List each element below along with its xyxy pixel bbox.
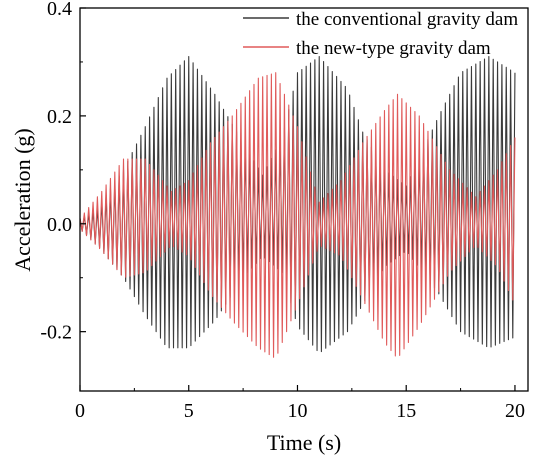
y-tick-label: 0.4	[47, 0, 72, 20]
plot-frame	[79, 7, 529, 392]
x-tick-label: 0	[75, 400, 85, 422]
y-axis-title: Acceleration (g)	[10, 128, 35, 272]
ticks-layer	[79, 7, 516, 391]
series-line-new-type	[79, 72, 516, 358]
x-tick-label: 10	[287, 400, 307, 422]
y-tick-label: 0.0	[47, 214, 72, 236]
legend-label-conventional: the conventional gravity dam	[296, 9, 518, 30]
y-tick-label: 0.2	[47, 106, 72, 128]
series-layer	[79, 56, 516, 358]
x-tick-label: 15	[396, 400, 416, 422]
legend: the conventional gravity dam the new-typ…	[243, 9, 518, 59]
legend-label-new-type: the new-type gravity dam	[296, 38, 491, 59]
x-tick-label: 20	[505, 400, 525, 422]
x-axis-title: Time (s)	[267, 430, 341, 455]
series-line-conventional	[79, 56, 516, 353]
y-tick-label: -0.2	[40, 322, 72, 344]
x-tick-label: 5	[184, 400, 194, 422]
tick-labels-layer: 0 5 10 15 20 -0.2 0.0 0.2 0.4	[40, 0, 525, 422]
